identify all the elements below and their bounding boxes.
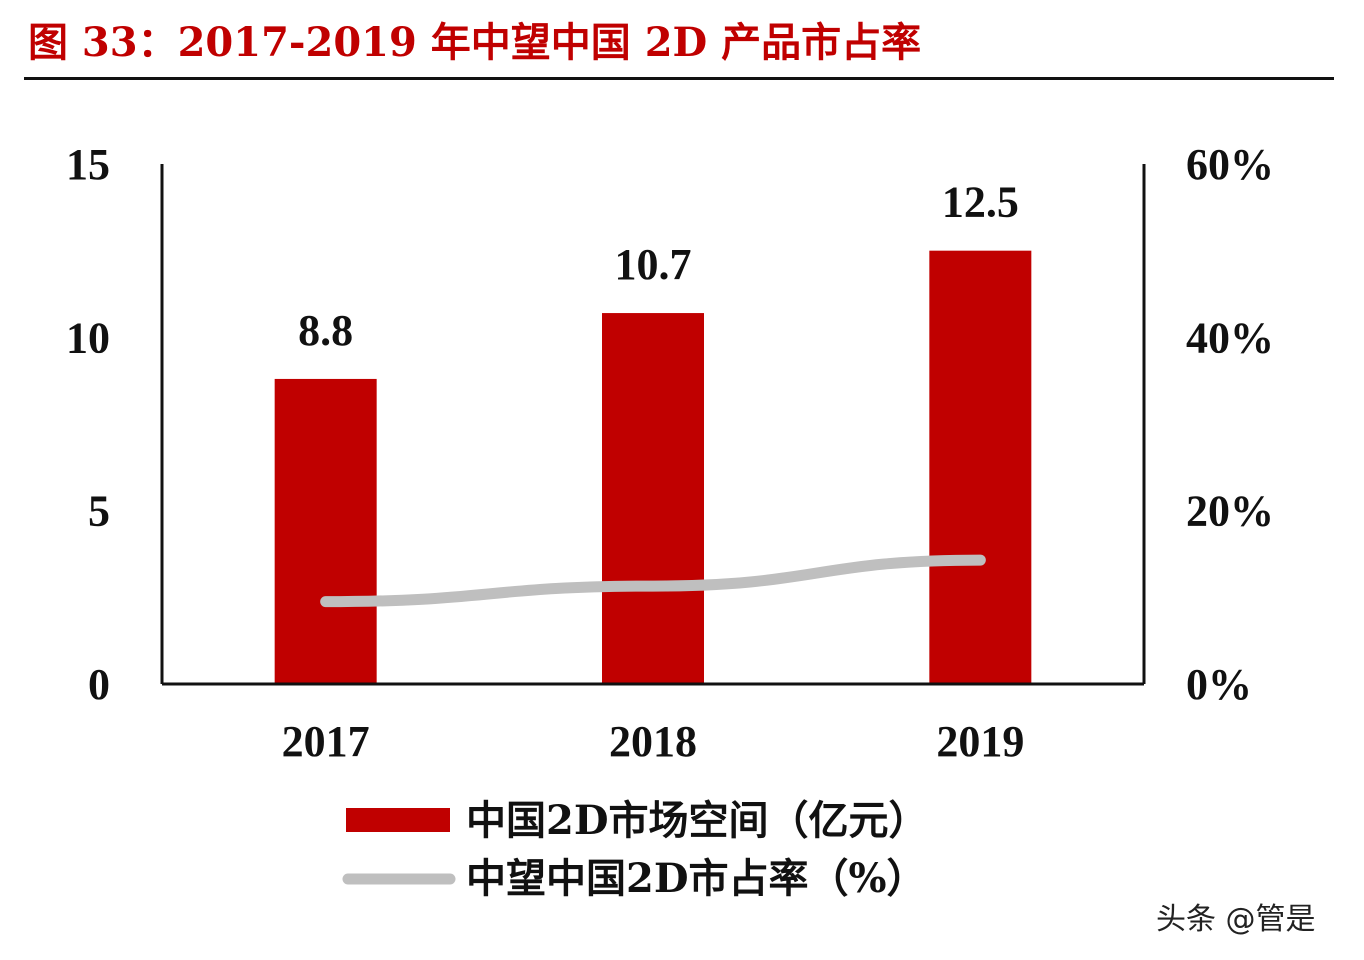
legend-bar-label: 中国2D市场空间（亿元）: [466, 797, 929, 844]
watermark: 头条 @管是: [1156, 902, 1316, 937]
left-tick-label: 15: [66, 140, 110, 189]
left-tick-label: 0: [88, 660, 110, 709]
left-tick-label: 10: [66, 313, 110, 362]
data-label: 8.8: [298, 306, 353, 355]
title-divider: [24, 77, 1334, 80]
legend-bar-swatch: [346, 808, 450, 832]
data-label: 10.7: [615, 240, 692, 289]
bar-2018: [602, 313, 704, 684]
chart-title: 图 33：2017-2019 年中望中国 2D 产品市占率: [28, 19, 922, 66]
data-label: 12.5: [942, 178, 1019, 227]
bar-2017: [274, 378, 377, 684]
right-tick-label: 60%: [1186, 140, 1274, 189]
right-tick-label: 0%: [1186, 660, 1252, 709]
right-tick-label: 20%: [1186, 487, 1274, 536]
legend-line-label: 中望中国2D市占率（%）: [466, 855, 927, 902]
left-tick-label: 5: [88, 487, 110, 536]
right-tick-label: 40%: [1186, 313, 1274, 362]
x-tick-label: 2017: [282, 717, 370, 766]
x-tick-label: 2019: [936, 717, 1024, 766]
bar-2019: [929, 250, 1032, 684]
x-tick-label: 2018: [609, 717, 697, 766]
